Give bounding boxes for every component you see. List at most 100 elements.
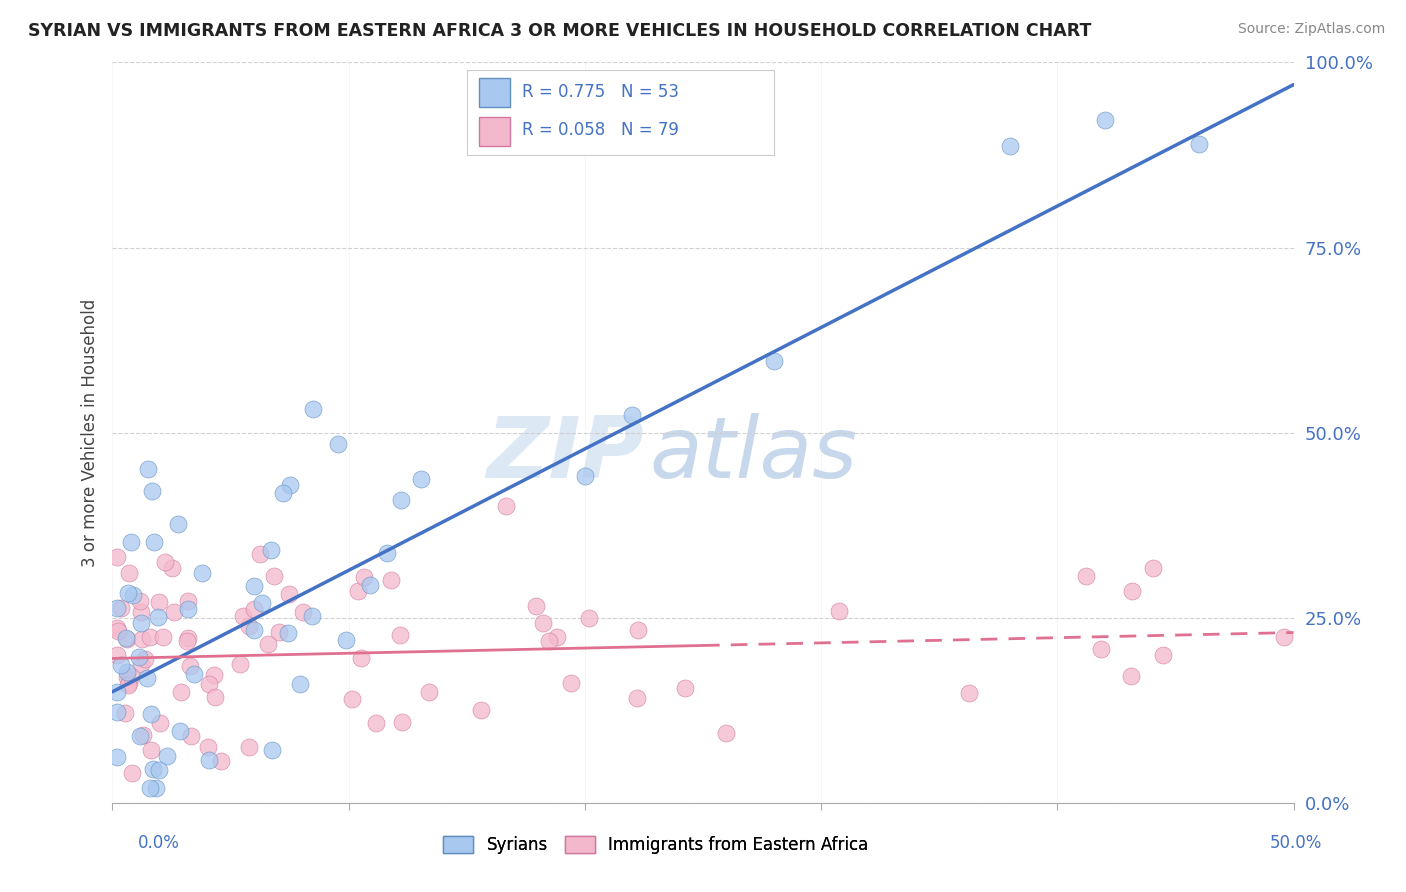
Point <box>238 619 260 633</box>
Point <box>301 608 323 623</box>
Point <box>366 716 388 731</box>
Point <box>177 631 200 645</box>
Point <box>169 723 191 738</box>
Point <box>278 477 301 491</box>
Text: Source: ZipAtlas.com: Source: ZipAtlas.com <box>1237 22 1385 37</box>
Point <box>388 628 411 642</box>
Point <box>302 402 325 417</box>
Point <box>259 543 281 558</box>
Point <box>257 637 280 651</box>
Point <box>273 486 295 500</box>
Point <box>142 762 165 776</box>
Point <box>139 630 162 644</box>
Point <box>1121 669 1143 683</box>
Point <box>129 616 152 631</box>
Point <box>537 633 560 648</box>
Point <box>118 675 141 690</box>
Text: SYRIAN VS IMMIGRANTS FROM EASTERN AFRICA 3 OR MORE VEHICLES IN HOUSEHOLD CORRELA: SYRIAN VS IMMIGRANTS FROM EASTERN AFRICA… <box>28 22 1091 40</box>
Text: 50.0%: 50.0% <box>1270 834 1322 852</box>
Point <box>375 546 398 560</box>
Point <box>242 602 264 616</box>
Point <box>353 570 375 584</box>
Point <box>105 706 128 720</box>
Point <box>114 706 136 721</box>
Point <box>277 626 299 640</box>
Point <box>180 729 202 743</box>
Point <box>121 587 143 601</box>
Point <box>326 437 349 451</box>
Point <box>166 517 188 532</box>
Point <box>263 569 285 583</box>
Point <box>153 555 176 569</box>
Point <box>169 685 191 699</box>
Point <box>105 600 128 615</box>
Point <box>129 605 152 619</box>
Point <box>128 649 150 664</box>
Point <box>342 692 364 706</box>
Point <box>134 652 156 666</box>
Point <box>350 650 373 665</box>
Point <box>204 690 226 704</box>
Point <box>470 703 492 717</box>
Point <box>389 493 412 508</box>
Point <box>138 780 160 795</box>
Point <box>277 587 299 601</box>
Point <box>526 599 548 614</box>
Point <box>163 605 186 619</box>
Point <box>578 610 600 624</box>
Point <box>110 657 132 672</box>
Point <box>627 624 650 638</box>
Point <box>1152 648 1174 662</box>
Point <box>1142 561 1164 575</box>
Point <box>197 753 219 767</box>
Point <box>290 677 312 691</box>
Point <box>1188 137 1211 152</box>
Point <box>110 600 132 615</box>
Point <box>347 584 370 599</box>
Point <box>105 685 128 699</box>
Point <box>148 763 170 777</box>
Point <box>107 624 129 638</box>
Point <box>959 686 981 700</box>
Point <box>129 657 152 672</box>
Point <box>179 659 201 673</box>
Point <box>232 608 254 623</box>
Point <box>191 566 214 580</box>
Point <box>1272 630 1295 644</box>
Point <box>156 749 179 764</box>
Point <box>183 667 205 681</box>
Point <box>1074 568 1097 582</box>
Point <box>131 728 153 742</box>
Point <box>359 578 381 592</box>
Point <box>105 749 128 764</box>
Point <box>828 604 851 618</box>
Point <box>141 743 163 757</box>
Point <box>115 631 138 645</box>
Point <box>249 547 271 561</box>
Point <box>105 549 128 564</box>
Point <box>243 623 266 637</box>
Point <box>250 596 273 610</box>
Point <box>998 139 1021 153</box>
Point <box>177 593 200 607</box>
Point <box>117 677 139 691</box>
Point <box>762 354 785 368</box>
Point <box>560 675 582 690</box>
Point <box>118 566 141 581</box>
Point <box>177 601 200 615</box>
Point <box>107 648 129 662</box>
Point <box>1121 583 1143 598</box>
Text: 0.0%: 0.0% <box>138 834 180 852</box>
Point <box>292 605 315 619</box>
Point <box>105 621 128 635</box>
Point <box>148 594 170 608</box>
Point <box>380 573 402 587</box>
Point <box>141 484 163 499</box>
Point <box>202 668 225 682</box>
Point <box>146 610 169 624</box>
Point <box>1090 641 1112 656</box>
Point <box>135 671 157 685</box>
Point <box>136 462 159 476</box>
Point <box>418 684 440 698</box>
Legend: Syrians, Immigrants from Eastern Africa: Syrians, Immigrants from Eastern Africa <box>437 830 875 861</box>
